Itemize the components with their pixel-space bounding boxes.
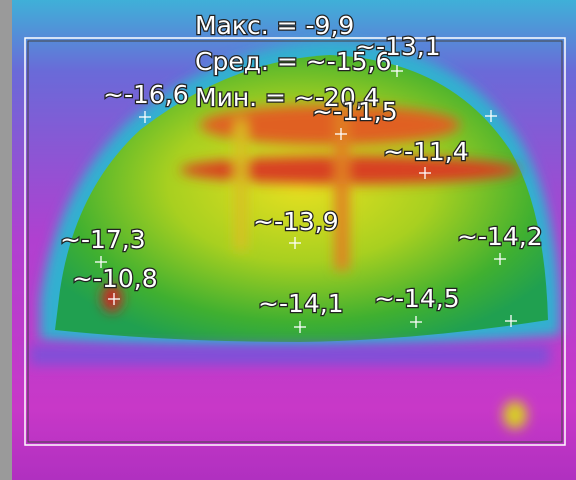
point-label: ~-14,2 bbox=[457, 222, 543, 251]
point-label: ~-13,1 bbox=[355, 32, 441, 61]
point-label: ~-13,9 bbox=[253, 207, 339, 236]
point-label: ~-14,1 bbox=[258, 289, 344, 318]
point-label: ~-11,4 bbox=[383, 137, 469, 166]
point-label: ~-14,5 bbox=[374, 284, 460, 313]
point-label: ~-10,8 bbox=[72, 264, 158, 293]
stat-text: Макс. = -9,9 bbox=[195, 11, 354, 40]
point-label: ~-11,5 bbox=[312, 97, 398, 126]
point-label: ~-16,6 bbox=[103, 80, 189, 109]
point-label: ~-17,3 bbox=[60, 225, 146, 254]
thermal-image: Макс. = -9,9Сред. = ~-15,6Мин. = ~-20,4 … bbox=[0, 0, 576, 480]
